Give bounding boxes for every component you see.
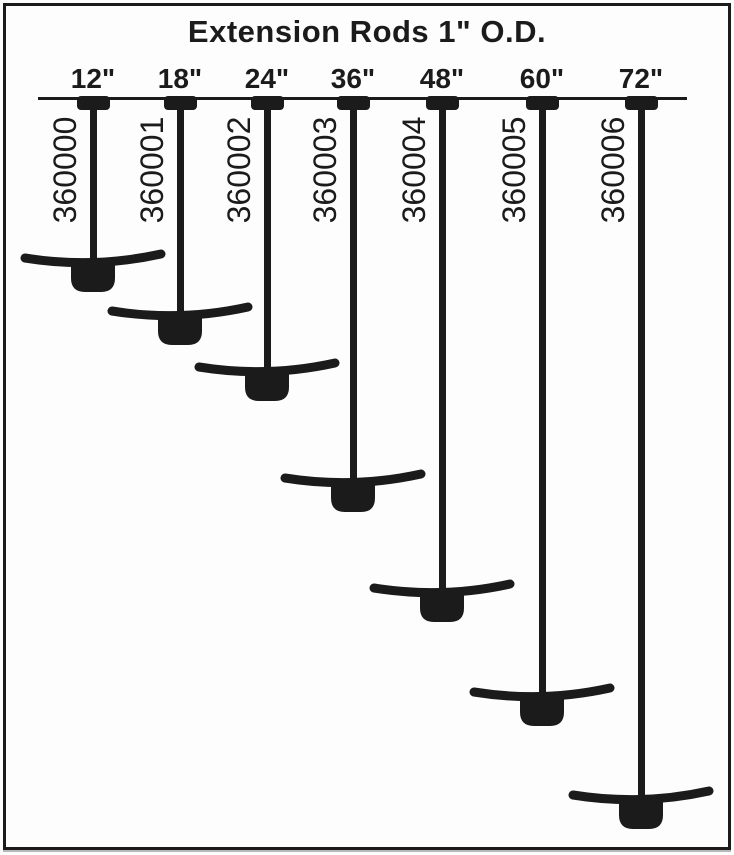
rod-part-number: 360003: [307, 116, 343, 224]
rod-part-number: 360002: [221, 116, 257, 224]
fan-motor-housing-icon: [245, 374, 289, 401]
fan-blades-icon: [20, 249, 166, 268]
ceiling-fan-icon: [18, 246, 168, 298]
downrod: [176, 99, 184, 313]
downrod: [538, 99, 546, 694]
rod-length-label: 72": [618, 63, 664, 94]
fan-blades-icon: [194, 358, 340, 377]
rod-length-label: 36": [330, 63, 376, 94]
fan-motor-housing-icon: [331, 485, 375, 512]
ceiling-fan-icon: [278, 466, 428, 518]
ceiling-fan-icon: [566, 783, 716, 835]
ceiling-fan-icon: [105, 299, 255, 351]
rod-part-number: 360006: [595, 116, 631, 224]
rod-part-number: 360005: [496, 116, 532, 224]
fan-motor-housing-icon: [158, 318, 202, 345]
rod-part-number: 360004: [396, 116, 432, 224]
fan-motor-housing-icon: [619, 802, 663, 829]
downrod: [263, 99, 271, 369]
rod-part-number: 360000: [47, 116, 83, 224]
rod-part-number: 360001: [134, 116, 170, 224]
downrod: [637, 99, 645, 797]
fan-motor-housing-icon: [420, 595, 464, 622]
rod-length-label: 60": [519, 63, 565, 94]
ceiling-fan-icon: [467, 680, 617, 732]
rod-length-label: 24": [244, 63, 290, 94]
rod-length-label: 18": [157, 63, 203, 94]
fan-blades-icon: [469, 683, 615, 702]
downrod: [89, 99, 97, 260]
ceiling-fan-icon: [367, 576, 517, 628]
fan-motor-housing-icon: [520, 699, 564, 726]
fan-blades-icon: [568, 786, 714, 805]
ceiling-fan-icon: [192, 355, 342, 407]
rod-length-label: 12": [70, 63, 116, 94]
fan-blades-icon: [369, 579, 515, 598]
downrod: [438, 99, 446, 590]
downrod: [349, 99, 357, 480]
fan-blades-icon: [280, 469, 426, 488]
fan-blades-icon: [107, 302, 253, 321]
rod-length-label: 48": [419, 63, 465, 94]
diagram-title: Extension Rods 1" O.D.: [187, 14, 547, 49]
fan-motor-housing-icon: [71, 265, 115, 292]
